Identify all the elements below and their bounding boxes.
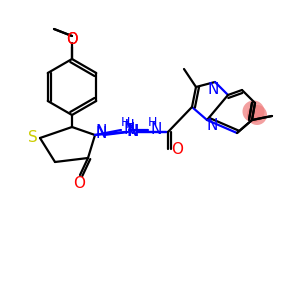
Text: N: N [95,125,107,140]
Text: H: H [120,116,130,130]
Text: N: N [95,124,107,140]
Text: N: N [126,124,138,140]
Text: N: N [123,122,135,137]
Text: H: H [124,118,134,130]
Text: O: O [73,176,85,190]
Ellipse shape [247,105,267,125]
Text: O: O [66,32,78,46]
Text: H: H [124,118,134,130]
Text: S: S [28,130,38,145]
Text: N: N [206,118,218,133]
Text: O: O [171,142,183,158]
Text: N: N [150,122,162,137]
Text: H: H [147,116,157,130]
Text: N: N [207,82,219,98]
Text: N: N [127,124,139,140]
Ellipse shape [242,100,265,122]
Text: O: O [66,32,78,46]
